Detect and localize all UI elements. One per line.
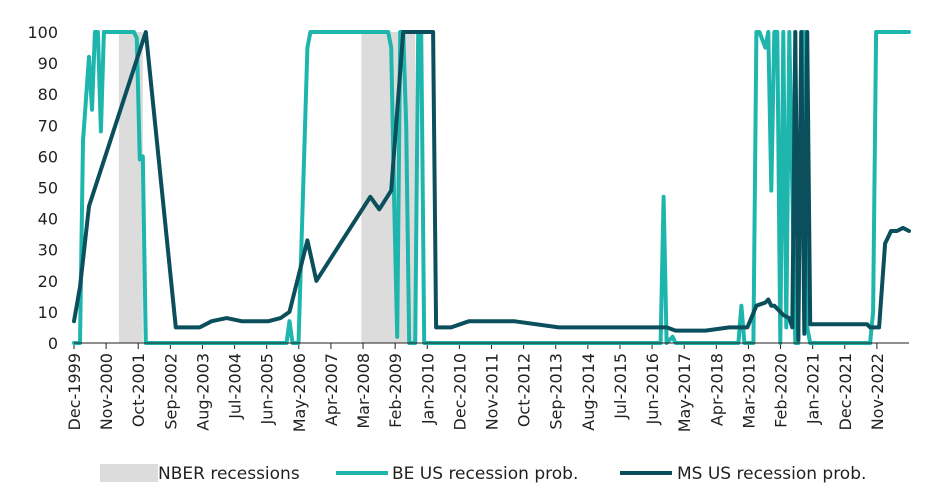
x-tick-label: Oct-2001 [129, 353, 148, 427]
y-tick-label: 90 [38, 54, 58, 73]
x-tick-label: Jun-2005 [258, 353, 277, 426]
x-tick-label: Feb-2020 [772, 353, 791, 428]
y-axis: 0 10 20 30 40 50 60 70 80 90 100 [27, 23, 58, 353]
x-tick-label: Dec-1999 [65, 353, 84, 430]
legend-line-swatch [620, 471, 672, 475]
x-tick-label: Nov-2000 [97, 353, 116, 430]
x-axis: Dec-1999 Nov-2000 Oct-2001 Sep-2002 Aug-2003… [65, 343, 887, 432]
x-tick-label: Dec-2010 [450, 353, 469, 430]
x-tick-label: Dec-2021 [836, 353, 855, 430]
series-line-1 [72, 30, 911, 345]
y-tick-label: 10 [38, 303, 58, 322]
series-line-2 [72, 30, 911, 342]
y-tick-label: 80 [38, 85, 58, 104]
x-tick-label: Mar-2008 [354, 353, 373, 429]
x-tick-label: Jul-2015 [611, 353, 630, 420]
legend-item: BE US recession prob. [336, 464, 578, 484]
x-tick-label: Oct-2012 [515, 353, 534, 427]
x-tick-label: Nov-2022 [868, 353, 887, 430]
y-tick-label: 70 [38, 116, 58, 135]
x-tick-label: Jan-2010 [418, 353, 437, 425]
x-tick-label: Jul-2004 [226, 353, 245, 420]
legend-label: MS US recession prob. [677, 464, 866, 484]
x-tick-label: Apr-2007 [322, 353, 341, 426]
legend-item: NBER recessions [100, 464, 300, 484]
series-lines [72, 30, 911, 345]
x-tick-label: Sep-2002 [161, 353, 180, 430]
y-tick-label: 50 [38, 179, 58, 198]
x-tick-label: May-2017 [675, 353, 694, 432]
x-tick-label: Apr-2018 [707, 353, 726, 426]
x-tick-label: Aug-2003 [193, 353, 212, 431]
legend: NBER recessions BE US recession prob. MS U… [100, 464, 866, 484]
x-tick-label: Jan-2021 [804, 353, 823, 425]
y-tick-label: 30 [38, 241, 58, 260]
y-tick-label: 20 [38, 272, 58, 291]
y-tick-label: 60 [38, 147, 58, 166]
x-tick-label: Sep-2013 [547, 353, 566, 430]
y-tick-label: 40 [38, 210, 58, 229]
legend-item: MS US recession prob. [620, 464, 866, 484]
y-tick-label: 100 [27, 23, 58, 42]
legend-line-swatch [336, 471, 388, 475]
legend-label: BE US recession prob. [392, 464, 578, 484]
x-tick-label: Feb-2009 [386, 353, 405, 428]
x-tick-label: Nov-2011 [483, 353, 502, 430]
x-tick-label: Jun-2016 [643, 353, 662, 426]
y-tick-label: 0 [48, 334, 58, 353]
x-tick-label: Aug-2014 [579, 353, 598, 431]
legend-swatch [100, 464, 158, 482]
x-tick-label: May-2006 [290, 353, 309, 432]
x-tick-label: Mar-2019 [739, 353, 758, 429]
legend-label: NBER recessions [158, 464, 300, 484]
